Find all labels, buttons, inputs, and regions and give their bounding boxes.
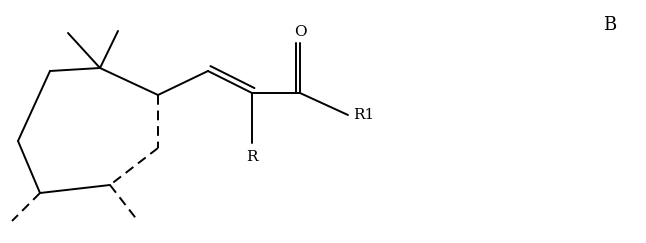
Text: O: O <box>294 25 306 39</box>
Text: B: B <box>603 16 617 34</box>
Text: R: R <box>246 150 258 164</box>
Text: R1: R1 <box>353 108 374 122</box>
